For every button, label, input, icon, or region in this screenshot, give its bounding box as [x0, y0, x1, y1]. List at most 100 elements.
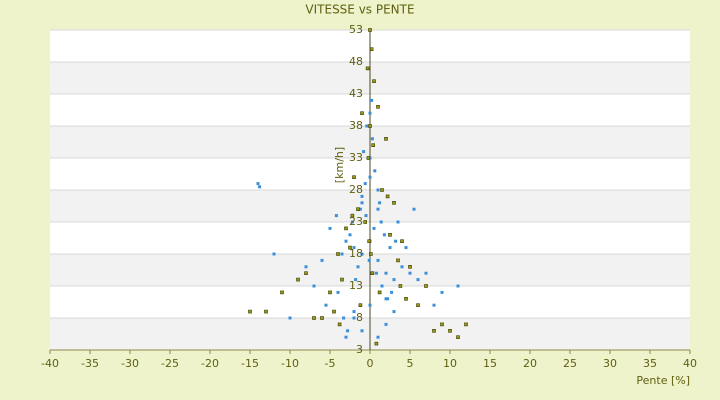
x-tick-label: 5: [407, 357, 414, 370]
y-tick-label: 13: [349, 279, 363, 292]
point-olive: [400, 239, 404, 243]
x-tick-label: -5: [325, 357, 336, 370]
point-olive: [368, 28, 372, 32]
point-blue: [360, 194, 364, 198]
point-blue: [416, 278, 420, 282]
point-olive: [320, 316, 324, 320]
point-blue: [362, 150, 366, 154]
point-olive: [356, 207, 360, 211]
x-tick-label: -30: [121, 357, 139, 370]
point-blue: [384, 271, 388, 275]
y-tick-label: 38: [349, 119, 363, 132]
point-olive: [416, 303, 420, 308]
point-blue: [370, 137, 374, 141]
x-tick-label: 0: [367, 357, 374, 370]
point-blue: [394, 239, 398, 243]
point-olive: [398, 284, 403, 288]
point-blue: [373, 169, 377, 173]
point-blue: [354, 278, 358, 282]
point-olive: [348, 245, 352, 250]
point-olive: [464, 322, 468, 327]
point-blue: [396, 220, 400, 224]
point-blue: [358, 207, 362, 211]
y-tick-label: 18: [349, 247, 363, 260]
point-blue: [312, 284, 316, 288]
point-blue: [372, 226, 376, 230]
point-blue: [324, 303, 328, 307]
point-olive: [248, 309, 252, 314]
point-olive: [328, 290, 332, 295]
point-blue: [376, 207, 380, 211]
y-tick-label: 48: [349, 55, 363, 68]
point-blue: [376, 335, 380, 339]
point-olive: [371, 143, 376, 147]
point-blue: [432, 303, 436, 307]
point-olive: [380, 188, 384, 192]
point-blue: [360, 252, 364, 256]
x-tick-label: 10: [443, 357, 457, 370]
x-tick-label: -20: [201, 357, 219, 370]
point-blue: [320, 258, 324, 262]
y-tick-label: 43: [349, 87, 363, 100]
point-blue: [363, 182, 367, 186]
point-blue: [365, 124, 369, 128]
x-tick-label: 20: [523, 357, 537, 370]
point-blue: [340, 252, 344, 256]
point-blue: [408, 271, 412, 275]
x-tick-label: -35: [81, 357, 99, 370]
point-blue: [304, 265, 308, 269]
point-blue: [376, 188, 380, 192]
x-tick-label: -15: [241, 357, 259, 370]
point-olive: [365, 66, 370, 71]
x-tick-label: 35: [643, 357, 657, 370]
point-blue: [352, 246, 356, 250]
point-olive: [332, 309, 336, 314]
x-tick-label: -25: [161, 357, 179, 370]
x-tick-label: 30: [603, 357, 617, 370]
point-blue: [456, 284, 460, 288]
point-blue: [344, 239, 348, 243]
point-blue: [272, 252, 276, 256]
point-blue: [404, 246, 408, 250]
point-blue: [288, 316, 292, 320]
point-olive: [440, 322, 444, 327]
point-olive: [396, 258, 400, 263]
point-blue: [392, 310, 396, 314]
point-blue: [379, 220, 383, 224]
point-blue: [360, 329, 364, 333]
x-tick-label: 40: [683, 357, 697, 370]
point-olive: [280, 290, 284, 295]
point-olive: [424, 284, 428, 288]
x-axis-title: Pente [%]: [636, 374, 690, 387]
point-blue: [367, 258, 371, 262]
point-olive: [370, 271, 375, 276]
point-blue: [376, 258, 380, 262]
point-olive: [372, 79, 376, 83]
point-blue: [348, 233, 352, 237]
point-olive: [374, 341, 379, 346]
y-tick-label: 8: [356, 311, 363, 324]
point-olive: [336, 252, 340, 256]
point-blue: [390, 290, 394, 294]
point-olive: [350, 213, 355, 218]
point-blue: [384, 297, 388, 301]
x-tick-label: 15: [483, 357, 497, 370]
y-tick-label: 28: [349, 183, 363, 196]
point-olive: [376, 105, 380, 109]
point-blue: [378, 201, 382, 205]
point-blue: [392, 278, 396, 282]
point-blue: [374, 271, 378, 275]
point-olive: [392, 201, 396, 205]
x-tick-label: -40: [41, 357, 59, 370]
point-blue: [352, 310, 356, 314]
point-olive: [448, 328, 452, 333]
point-olive: [388, 233, 392, 237]
point-blue: [368, 303, 372, 307]
x-tick-label: 25: [563, 357, 577, 370]
point-olive: [337, 322, 342, 327]
point-olive: [352, 175, 356, 179]
point-olive: [408, 264, 412, 269]
point-blue: [334, 214, 338, 218]
